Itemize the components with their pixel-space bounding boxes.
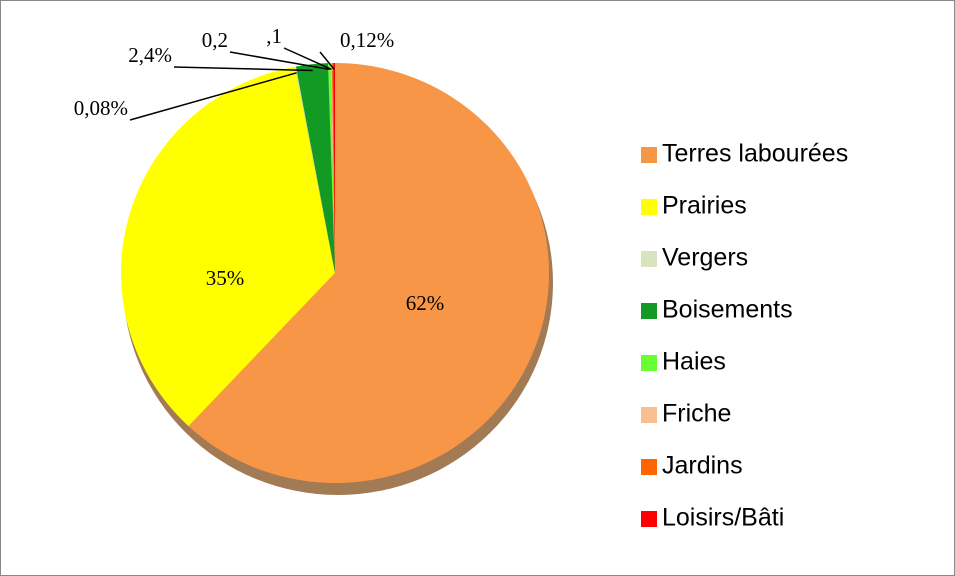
- leader-line: [319, 51, 335, 70]
- pie-slice: [328, 63, 335, 273]
- pie-slice: [332, 63, 335, 274]
- data-label: 0,12%: [340, 28, 394, 52]
- legend-label: Friche: [662, 400, 731, 428]
- pie-slice: [294, 66, 335, 273]
- pie-slice: [330, 63, 335, 273]
- legend-swatch: [641, 511, 657, 527]
- pie-slice: [295, 63, 335, 273]
- data-label: 0,08%: [74, 96, 128, 120]
- legend-label: Boisements: [662, 296, 793, 324]
- legend-swatch: [641, 459, 657, 475]
- leader-line: [173, 66, 313, 72]
- legend-swatch: [641, 147, 657, 163]
- leader-line: [129, 72, 297, 121]
- data-label: 2,4%: [128, 43, 172, 67]
- legend-label: Prairies: [662, 192, 747, 220]
- pie-slice: [120, 66, 336, 427]
- legend-swatch: [641, 199, 657, 215]
- data-label: 0,2: [202, 28, 228, 52]
- legend-swatch: [641, 407, 657, 423]
- leader-line: [229, 51, 330, 71]
- data-label: 35%: [206, 266, 245, 290]
- legend-label: Jardins: [662, 452, 743, 480]
- pie-slice: [188, 63, 549, 483]
- pie-slice: [333, 63, 335, 273]
- legend-label: Terres labourées: [662, 140, 848, 168]
- data-label: ,1: [266, 24, 282, 48]
- legend-label: Loisirs/Bâti: [662, 504, 784, 532]
- legend-swatch: [641, 355, 657, 371]
- legend-swatch: [641, 251, 657, 267]
- leader-line: [283, 47, 332, 71]
- legend-label: Vergers: [662, 244, 748, 272]
- legend-label: Haies: [662, 348, 726, 376]
- legend-swatch: [641, 303, 657, 319]
- data-label: 62%: [406, 291, 445, 315]
